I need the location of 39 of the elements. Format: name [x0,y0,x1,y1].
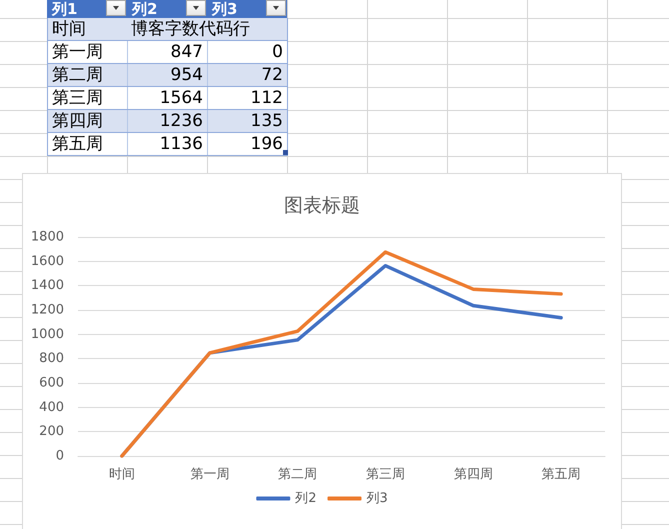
text: 列2 [132,0,158,18]
legend-label: 列3 [366,491,388,506]
x-tick-label: 第五周 [542,467,581,482]
text: 列1 [52,0,78,18]
y-tick-label: 1800 [30,230,64,244]
chart-title: 图表标题 [284,194,360,216]
text: 1564 [160,87,203,110]
y-tick-label: 200 [39,424,64,440]
x-tick-label: 第一周 [190,467,230,482]
x-tick-label: 第二周 [278,467,318,482]
text: 第三周 [52,87,103,110]
y-tick-label: 0 [56,448,64,464]
text: 第二周 [52,64,103,87]
legend-label: 列2 [295,491,317,506]
text: 135 [250,110,283,133]
text: 112 [250,87,283,110]
x-tick-label: 时间 [108,467,135,482]
y-tick-label: 1600 [30,254,64,269]
x-tick-label: 第四周 [454,467,493,482]
text: 1236 [160,110,203,133]
x-tick-label: 第三周 [366,467,405,482]
y-tick-label: 1000 [30,326,64,342]
text: 196 [250,133,283,156]
text: 第四周 [52,110,103,133]
text: 第一周 [52,41,103,64]
text: 954 [170,64,203,87]
y-tick-label: 1400 [30,278,64,294]
text: 列3 [212,0,238,18]
y-tick-label: 400 [39,400,64,415]
text: 1136 [160,133,203,156]
text: 第五周 [52,133,103,156]
text: 847 [170,41,203,64]
text: 时间 [52,18,86,41]
y-tick-label: 800 [39,351,64,366]
y-tick-label: 600 [39,376,64,390]
text: 0 [272,41,283,64]
y-tick-label: 1200 [30,302,64,318]
text: 72 [261,64,283,87]
text: 博客字数代码行 [131,18,250,41]
